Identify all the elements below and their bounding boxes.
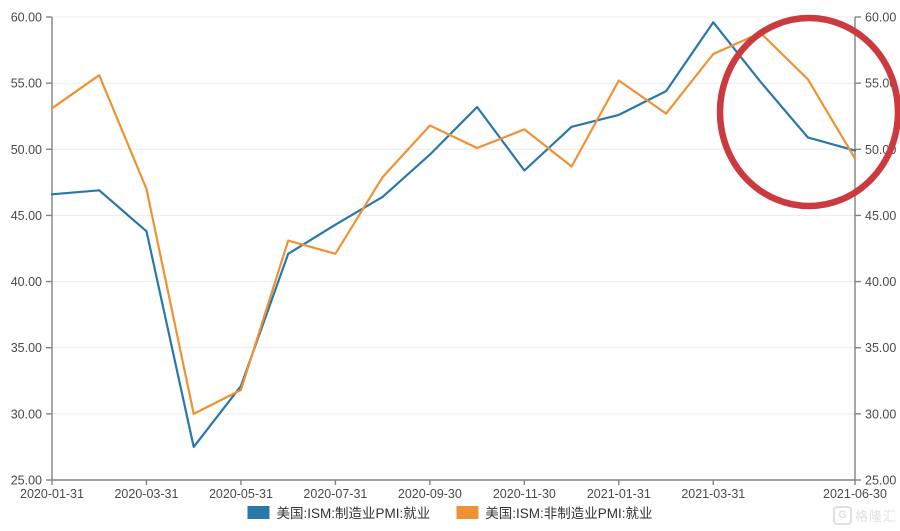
y-tick-label-left: 55.00 <box>11 77 42 91</box>
y-tick-label-left: 30.00 <box>11 407 42 421</box>
x-tick-label: 2021-06-30 <box>823 487 887 501</box>
x-tick-label: 2020-09-30 <box>398 487 462 501</box>
y-tick-label-right: 55.00 <box>865 77 896 91</box>
legend-item-nonmanufacturing: 美国:ISM:非制造业PMI:就业 <box>456 502 653 522</box>
y-tick-label-left: 60.00 <box>11 11 42 25</box>
y-tick-label-left: 40.00 <box>11 275 42 289</box>
series-line-0 <box>50 21 857 448</box>
y-tick-label-right: 35.00 <box>865 341 896 355</box>
x-tick-label: 2021-03-31 <box>681 487 745 501</box>
legend-swatch-orange-icon <box>456 505 479 519</box>
x-tick-label: 2020-11-30 <box>493 487 556 501</box>
highlight-circle-annotation <box>716 14 900 210</box>
chart-legend: 美国:ISM:制造业PMI:就业 美国:ISM:非制造业PMI:就业 <box>247 502 653 522</box>
x-tick-label: 2020-05-31 <box>209 487 273 501</box>
gelonghui-logo-icon: G <box>832 506 852 525</box>
y-tick-label-left: 35.00 <box>11 341 42 355</box>
x-tick-label: 2021-01-31 <box>587 487 651 501</box>
watermark-text: 格隆汇 <box>854 509 897 524</box>
x-tick-label: 2020-03-31 <box>114 487 178 501</box>
y-tick-label-right: 30.00 <box>865 407 896 421</box>
x-tick-label: 2020-01-31 <box>20 487 84 501</box>
series-line-1 <box>50 31 857 415</box>
x-tick-label: 2020-07-31 <box>303 487 367 501</box>
legend-label-nonmanufacturing: 美国:ISM:非制造业PMI:就业 <box>485 506 653 521</box>
y-tick-label-left: 50.00 <box>11 143 42 157</box>
gelonghui-watermark: G 格隆汇 <box>832 506 897 525</box>
y-tick-label-right: 45.00 <box>865 209 896 223</box>
legend-label-manufacturing: 美国:ISM:制造业PMI:就业 <box>276 506 431 521</box>
y-tick-label-right: 40.00 <box>865 275 896 289</box>
legend-swatch-blue-icon <box>247 505 270 519</box>
y-tick-label-left: 25.00 <box>11 474 42 488</box>
y-tick-label-right: 25.00 <box>865 474 896 488</box>
y-tick-label-left: 45.00 <box>11 209 42 223</box>
y-tick-label-right: 60.00 <box>865 11 896 25</box>
legend-item-manufacturing: 美国:ISM:制造业PMI:就业 <box>247 502 430 522</box>
